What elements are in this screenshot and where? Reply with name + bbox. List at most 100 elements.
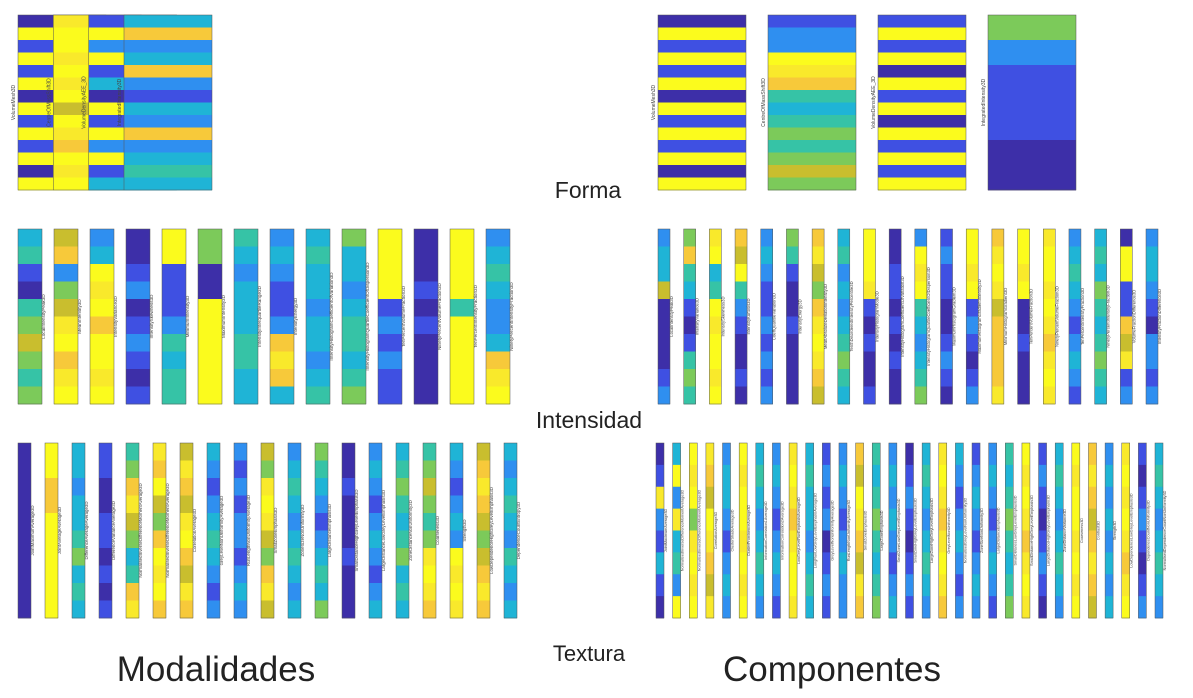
heatmap-cell [396, 548, 409, 566]
heatmap-cell [477, 495, 490, 514]
heatmap-cell [1005, 530, 1014, 553]
heatmap-cell [988, 140, 1076, 153]
heatmap-cell [270, 369, 294, 387]
heatmap-cell [812, 369, 825, 387]
heatmap-cell [837, 386, 850, 405]
heatmap-cell [90, 281, 114, 300]
heatmap-cell [838, 464, 847, 488]
heatmap-cell [270, 264, 294, 282]
heatmap-cell [940, 246, 953, 265]
heatmap-cell [99, 530, 112, 549]
heatmap-cell [153, 443, 166, 461]
heatmap-cell [450, 369, 474, 387]
heatmap-cell [126, 351, 150, 370]
heatmap-cell [198, 334, 222, 352]
heatmap-cell [1138, 530, 1147, 553]
heatmap-cell [504, 513, 517, 531]
heatmap-cell [805, 530, 814, 553]
heatmap-cell [126, 264, 150, 282]
heatmap-cell [369, 443, 382, 461]
heatmap-cell [1146, 386, 1158, 405]
heatmap-cell [315, 460, 328, 479]
heatmap-cell [414, 264, 438, 282]
heatmap-cell [450, 264, 474, 282]
heatmap-cell [966, 369, 979, 387]
heatmap-cell [837, 316, 850, 335]
heatmap-cell [863, 299, 876, 317]
heatmap-cell [768, 165, 856, 178]
heatmap-cell [889, 334, 902, 352]
heatmap-cell [672, 596, 681, 619]
heatmap-cell [234, 513, 247, 531]
heatmap-cell [423, 495, 436, 514]
heatmap-cell [837, 299, 850, 317]
heatmap-cell [450, 495, 463, 514]
heatmap-cell [1094, 369, 1107, 387]
heatmap-cell [855, 486, 864, 510]
column-label: IntensityHistogramCoefficientOfVariation… [329, 272, 334, 361]
heatmap-cell [90, 369, 114, 387]
heatmap-cell [1088, 530, 1097, 553]
heatmap-cell [658, 165, 746, 178]
heatmap-cell [450, 600, 463, 619]
heatmap-cell [18, 495, 31, 514]
heatmap-cell [878, 52, 966, 66]
heatmap-cell [198, 246, 222, 265]
heatmap-cell [689, 552, 698, 575]
column-label: JointMaximumAverage3D [664, 509, 668, 553]
heatmap-cell [709, 369, 722, 387]
heatmap-cell [705, 486, 714, 510]
heatmap-cell [369, 460, 382, 479]
heatmap-cell [1071, 596, 1080, 619]
heatmap-cell [1038, 464, 1047, 488]
heatmap-cell [863, 386, 876, 405]
heatmap-cell [261, 460, 274, 479]
heatmap-cell [270, 334, 294, 352]
heatmap-cell [342, 443, 355, 461]
heatmap-cell [450, 351, 474, 370]
heatmap-cell [922, 464, 931, 488]
heatmap-cell [126, 369, 150, 387]
heatmap-cell [938, 486, 947, 510]
heatmap-column-frame [1038, 442, 1047, 619]
column-label: VolumeMesh3D [651, 84, 657, 120]
heatmap-cell [988, 77, 1076, 91]
heatmap-cell [972, 486, 981, 510]
heatmap-cell [126, 513, 139, 531]
heatmap-cell [922, 508, 931, 531]
heatmap-cell [812, 351, 825, 370]
column-label: Strength3D [1113, 521, 1117, 540]
heatmap-cell [153, 600, 166, 619]
heatmap-cell [805, 486, 814, 510]
heatmap-cell [914, 386, 927, 405]
heatmap-cell [1088, 508, 1097, 531]
heatmap-cell [966, 229, 979, 247]
heatmap-cell [261, 513, 274, 531]
heatmap-cell [855, 508, 864, 531]
heatmap-cell [18, 316, 42, 335]
heatmap-cell [658, 316, 670, 335]
heatmap-cell [755, 530, 764, 553]
heatmap-column-frame [341, 442, 356, 619]
heatmap-cell [369, 565, 382, 584]
heatmap-cell [234, 334, 258, 352]
heatmap-cell [922, 486, 931, 510]
heatmap-cell [72, 530, 85, 549]
heatmap-cell [735, 299, 748, 317]
heatmap-cell [914, 281, 927, 300]
heatmap-cell [162, 299, 186, 317]
heatmap-cell [207, 495, 220, 514]
heatmap-column-frame [260, 442, 275, 619]
heatmap-column-frame [805, 442, 814, 619]
column-label: ZoneDistanceNonUniformity3D [408, 500, 413, 561]
heatmap-cell [126, 478, 139, 496]
heatmap-cell [1088, 486, 1097, 510]
heatmap-cell [922, 596, 931, 619]
heatmap-cell [369, 513, 382, 531]
heatmap-cell [1155, 574, 1163, 597]
heatmap-cell [988, 90, 1076, 103]
heatmap-cell [54, 229, 78, 247]
heatmap-cell [914, 334, 927, 352]
heatmap-cell [1138, 486, 1147, 510]
heatmap-cell [988, 40, 1076, 53]
